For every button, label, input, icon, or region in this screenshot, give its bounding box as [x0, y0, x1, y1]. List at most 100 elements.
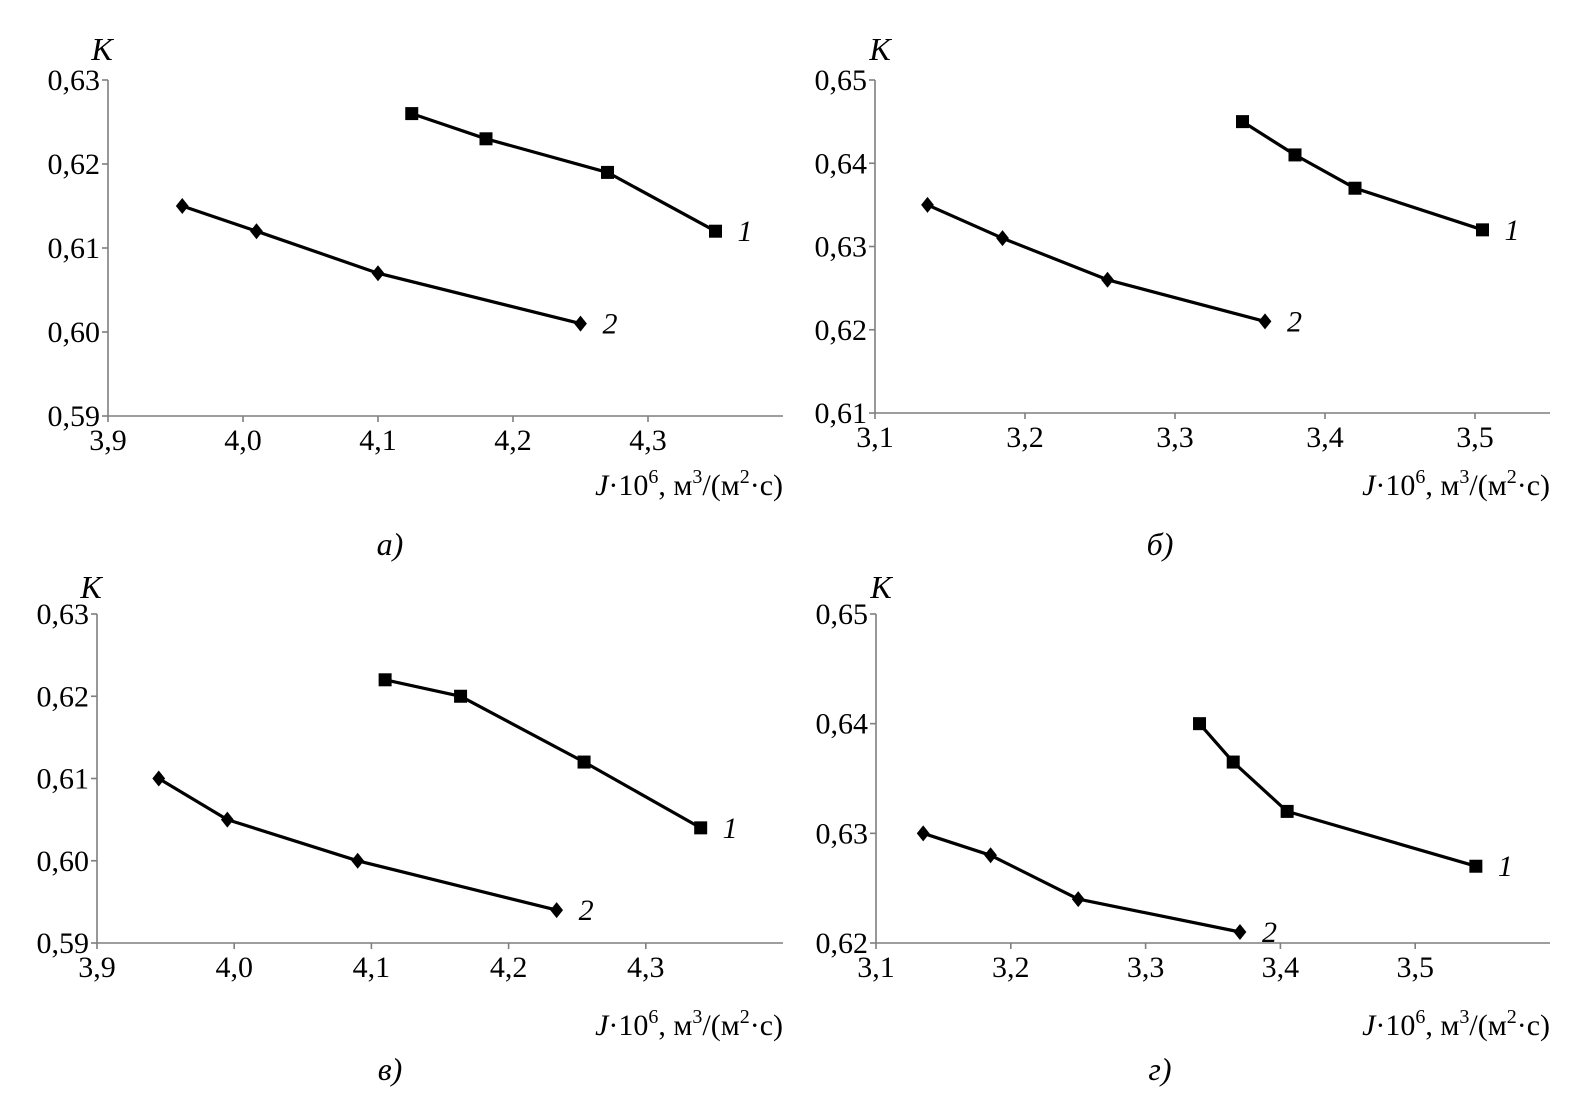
series-1-line [1197, 722, 1478, 868]
series-1-point [405, 107, 419, 121]
series-1-point [1236, 115, 1249, 129]
y-tick-label: 0,61 [37, 763, 90, 796]
x-tick-label: 3,9 [89, 424, 127, 457]
x-tick-label: 3,2 [1006, 421, 1044, 454]
series-2-label: 2 [1262, 916, 1277, 949]
panel-caption: а) [377, 526, 404, 562]
x-axis-label: J·106, м3/(м2·с) [1362, 1006, 1550, 1042]
series-2-point [371, 265, 385, 282]
x-tick-label: 3,3 [1156, 421, 1194, 454]
y-tick-label: 0,63 [37, 598, 90, 631]
y-tick-label: 0,61 [48, 232, 101, 265]
series-2-point [1258, 313, 1272, 330]
y-tick-label: 0,65 [816, 598, 869, 631]
series-1-point [1280, 804, 1294, 818]
x-axis-label: J·106, м3/(м2·с) [595, 1006, 783, 1042]
x-tick-label: 4,1 [359, 424, 397, 457]
y-tick-label: 0,59 [37, 927, 90, 960]
series-2-point [1233, 924, 1247, 941]
panel-caption: б) [1147, 526, 1174, 562]
series-1-point [1348, 181, 1362, 195]
y-tick-label: 0,59 [48, 400, 101, 433]
series-2-point [984, 847, 997, 864]
y-tick-label: 0,60 [48, 316, 101, 349]
x-tick-label: 3,5 [1396, 951, 1434, 984]
series-1-label: 1 [1498, 850, 1513, 883]
y-tick-label: 0,62 [48, 148, 101, 181]
series-1-line [383, 678, 703, 830]
chart-panel-3: 0,59 0,60 0,61 0,62 0,63 3,9 4,0 4,1 4,2 4,3 K J·10… [37, 569, 783, 1087]
series-2-point [921, 196, 934, 213]
series-2-point [175, 198, 189, 214]
x-tick-label: 3,5 [1456, 421, 1494, 454]
y-tick-label: 0,63 [48, 64, 101, 97]
chart-panel-1: 0,59 0,60 0,61 0,62 0,63 3,9 4,0 4,1 4,2 4,3 K J·10… [48, 31, 783, 562]
x-tick-label: 4,0 [215, 951, 253, 984]
y-axis-label: K [90, 31, 114, 67]
x-tick-label: 4,0 [224, 424, 262, 457]
series-2-line [921, 831, 1242, 934]
x-tick-label: 3,4 [1306, 421, 1344, 454]
x-tick-label: 3,1 [856, 421, 894, 454]
series-2-point [220, 811, 234, 828]
series-2-point [916, 825, 930, 842]
x-tick-label: 3,3 [1127, 951, 1165, 984]
panel-caption: в) [378, 1051, 403, 1087]
series-2-label: 2 [1287, 305, 1302, 338]
series-2-point [1101, 271, 1114, 288]
x-tick-label: 3,1 [857, 951, 895, 984]
series-2-line [180, 204, 583, 326]
series-1-point [1193, 717, 1207, 731]
x-tick-label: 4,2 [490, 951, 528, 984]
y-axis-label: K [869, 569, 893, 605]
series-2-line [925, 203, 1267, 323]
series-1-line [1240, 119, 1485, 232]
y-tick-label: 0,65 [815, 64, 868, 97]
series-1-label: 1 [1505, 214, 1520, 247]
panel-caption: г) [1148, 1051, 1171, 1087]
y-tick-label: 0,62 [816, 927, 869, 960]
series-2-point [250, 223, 263, 240]
series-1-label: 1 [723, 812, 738, 845]
x-tick-label: 3,4 [1262, 951, 1300, 984]
y-tick-label: 0,64 [816, 708, 869, 741]
series-2-point [1071, 891, 1085, 908]
series-2-point [152, 770, 166, 787]
x-tick-label: 3,9 [78, 951, 116, 984]
series-1-point [378, 673, 392, 687]
y-tick-label: 0,62 [37, 680, 90, 713]
series-1-point [1476, 223, 1489, 237]
series-2-line [157, 776, 559, 912]
x-tick-label: 4,2 [494, 424, 532, 457]
y-tick-label: 0,64 [815, 147, 868, 180]
series-2-point [351, 852, 365, 869]
y-axis-label: K [79, 569, 103, 605]
y-tick-label: 0,62 [815, 314, 868, 347]
series-1-point [601, 165, 614, 179]
series-1-point [479, 132, 493, 146]
series-1-point [1226, 755, 1240, 769]
x-tick-label: 4,3 [627, 951, 665, 984]
series-2-label: 2 [579, 894, 594, 927]
chart-panel-4: 0,62 0,63 0,64 0,65 3,1 3,2 3,3 3,4 3,5 K J·106, м… [816, 569, 1550, 1087]
y-tick-label: 0,60 [37, 845, 90, 878]
series-1-point [454, 689, 468, 703]
series-2-point [550, 902, 564, 919]
series-1-line [410, 111, 718, 233]
series-1-point [1288, 148, 1302, 162]
series-1-point [577, 755, 591, 769]
series-1-point [694, 821, 708, 835]
y-tick-label: 0,63 [815, 231, 868, 264]
x-axis-label: J·106, м3/(м2·с) [1362, 466, 1550, 502]
x-tick-label: 4,3 [629, 424, 667, 457]
chart-panel-2: 0,61 0,62 0,63 0,64 0,65 3,1 3,2 3,3 3,4 3,5 K J·10… [815, 31, 1550, 562]
series-1-point [709, 224, 722, 238]
series-2-point [996, 230, 1009, 247]
series-2-point [574, 315, 587, 332]
y-tick-label: 0,63 [816, 817, 869, 850]
x-tick-label: 3,2 [992, 951, 1030, 984]
y-tick-label: 0,61 [815, 397, 868, 430]
series-2-label: 2 [603, 308, 618, 341]
x-tick-label: 4,1 [353, 951, 391, 984]
